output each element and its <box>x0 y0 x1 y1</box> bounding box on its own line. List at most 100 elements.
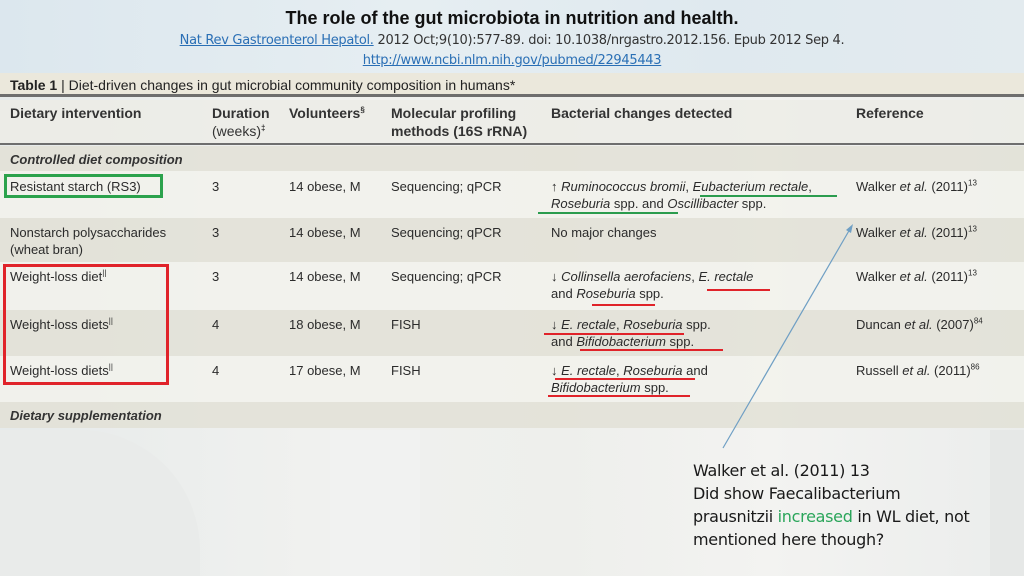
intervention-label: Weight-loss diets <box>10 317 109 332</box>
volunteers: 18 obese, M <box>289 317 361 332</box>
red-underline <box>592 304 655 306</box>
section-label: Dietary supplementation <box>10 408 162 423</box>
taxon: Eubacterium rectale <box>692 179 809 194</box>
ref-year: (2011) <box>927 269 968 284</box>
ref-year: (2007) <box>932 317 974 332</box>
red-underline <box>544 333 684 335</box>
green-underline <box>700 195 837 197</box>
ref-etal: et al. <box>904 317 933 332</box>
pubmed-url: http://www.ncbi.nlm.nih.gov/pubmed/22945… <box>0 53 1024 68</box>
note-line: Did show Faecalibacterium <box>693 484 901 503</box>
volunteers: 14 obese, M <box>289 179 361 194</box>
reference: Russell et al. (2011)86 <box>856 362 980 379</box>
slide-header-background <box>0 0 1024 73</box>
duration: 4 <box>212 363 220 378</box>
ref-year: (2011) <box>927 179 968 194</box>
header-duration: Duration (weeks)‡ <box>212 104 270 140</box>
methods: Sequencing; qPCR <box>391 179 502 194</box>
text: and <box>551 334 577 349</box>
section-row-supplementation: Dietary supplementation <box>0 402 1024 428</box>
red-underline <box>555 378 695 380</box>
text: spp. and <box>610 196 668 211</box>
footnote-marker: || <box>108 316 113 326</box>
ref-etal: et al. <box>899 225 928 240</box>
reference: Walker et al. (2011)13 <box>856 224 977 241</box>
ref-etal: et al. <box>899 179 928 194</box>
duration: 3 <box>212 225 220 240</box>
taxon: E. rectale <box>561 363 617 378</box>
journal-link[interactable]: Nat Rev Gastroenterol Hepatol. <box>179 33 374 48</box>
red-underline <box>707 289 770 291</box>
volunteers: 14 obese, M <box>289 225 361 240</box>
header-intervention: Dietary intervention <box>10 105 142 121</box>
ref-year: (2011) <box>927 225 968 240</box>
taxon: Bifidobacterium <box>576 334 666 349</box>
taxon: Roseburia <box>623 317 683 332</box>
red-underline <box>548 395 690 397</box>
ref-author: Russell <box>856 363 903 378</box>
header-methods: Molecular profiling methods (16S rRNA) <box>391 104 527 140</box>
ref-etal: et al. <box>902 363 931 378</box>
header-changes: Bacterial changes detected <box>551 105 733 121</box>
decrease-arrow-icon: ↓ <box>551 269 558 284</box>
ref-author: Walker <box>856 269 900 284</box>
decrease-arrow-icon: ↓ <box>551 363 558 378</box>
ref-number: 84 <box>973 316 983 326</box>
note-line: mentioned here though? <box>693 530 884 549</box>
red-underline <box>580 349 723 351</box>
decrease-arrow-icon: ↓ <box>551 317 558 332</box>
reference: Walker et al. (2011)13 <box>856 178 977 195</box>
intervention-line1: Nonstarch polysaccharides <box>10 225 167 240</box>
ref-number: 13 <box>968 178 977 188</box>
text: spp. <box>665 334 695 349</box>
text: spp. <box>635 286 664 301</box>
table-row: Weight-loss diets|| 4 17 obese, M FISH ↓… <box>0 356 1024 402</box>
text: and <box>551 286 577 301</box>
bacterial-changes: ↓ Collinsella aerofaciens, E. rectale an… <box>551 268 753 302</box>
reference: Walker et al. (2011)13 <box>856 268 977 285</box>
pubmed-link[interactable]: http://www.ncbi.nlm.nih.gov/pubmed/22945… <box>362 53 662 68</box>
reference: Duncan et al. (2007)84 <box>856 316 983 333</box>
background-photo-shape <box>990 430 1024 576</box>
increase-arrow-icon: ↑ <box>551 179 558 194</box>
table-row: Weight-loss diet|| 3 14 obese, M Sequenc… <box>0 262 1024 310</box>
text: spp. <box>682 317 711 332</box>
table-row: Weight-loss diets|| 4 18 obese, M FISH ↓… <box>0 310 1024 356</box>
footnote-marker: § <box>360 105 365 115</box>
footnote-marker: || <box>102 268 107 278</box>
text: spp. <box>738 196 767 211</box>
intervention: Weight-loss diets|| <box>10 316 113 333</box>
ref-author: Walker <box>856 225 900 240</box>
citation-details: 2012 Oct;9(10):577-89. doi: 10.1038/nrga… <box>373 33 845 48</box>
taxon: Roseburia <box>623 363 683 378</box>
ref-author: Duncan <box>856 317 905 332</box>
background-photo-shape <box>330 430 420 576</box>
taxon: Ruminococcus bromii <box>561 179 686 194</box>
taxon: Oscillibacter <box>667 196 739 211</box>
taxon: Roseburia <box>551 196 611 211</box>
header-volunteers: Volunteers§ <box>289 104 365 122</box>
caption-separator: | <box>57 77 69 93</box>
text: , <box>691 269 699 284</box>
text: spp. <box>640 380 669 395</box>
text: , <box>616 363 624 378</box>
text: and <box>682 363 708 378</box>
intervention: Weight-loss diet|| <box>10 268 106 285</box>
methods: Sequencing; qPCR <box>391 269 502 284</box>
intervention: Resistant starch (RS3) <box>10 179 141 194</box>
bacterial-changes: ↓ E. rectale, Roseburia spp. and Bifidob… <box>551 316 711 350</box>
intervention-label: Weight-loss diet <box>10 269 103 284</box>
note-text: prausnitzii <box>693 507 778 526</box>
red-highlight-box <box>3 264 169 385</box>
taxon: Bifidobacterium <box>551 380 641 395</box>
note-text: in WL diet, not <box>852 507 970 526</box>
green-underline <box>538 212 678 214</box>
taxon: Roseburia <box>576 286 636 301</box>
table-label: Table 1 <box>10 77 58 93</box>
taxon: Collinsella aerofaciens <box>561 269 692 284</box>
green-highlight-box <box>4 174 163 198</box>
citation: Nat Rev Gastroenterol Hepatol. 2012 Oct;… <box>0 33 1024 48</box>
footnote-marker: || <box>108 362 113 372</box>
taxon: E. rectale <box>698 269 754 284</box>
annotation-note: Walker et al. (2011) 13 Did show Faecali… <box>693 459 970 551</box>
